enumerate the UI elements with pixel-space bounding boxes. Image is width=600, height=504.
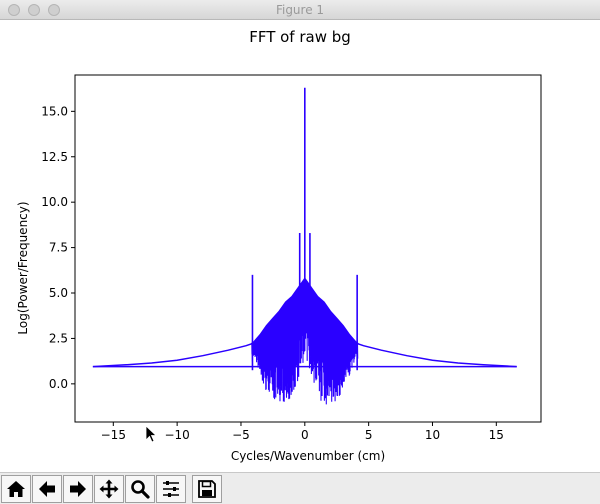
home-button[interactable] (1, 475, 31, 503)
configure-subplots-button[interactable] (156, 475, 186, 503)
y-axis-label: Log(Power/Frequency) (16, 201, 30, 334)
back-button[interactable] (32, 475, 62, 503)
close-window-button[interactable] (8, 4, 20, 16)
pan-button[interactable] (94, 475, 124, 503)
pan-icon (99, 479, 119, 499)
window-title: Figure 1 (275, 3, 325, 17)
y-axis-ticks: 0.0 2.5 5.0 7.5 10.0 12.5 15.0 (41, 104, 75, 391)
window-titlebar: Figure 1 (0, 0, 600, 20)
y-tick-label: 10.0 (41, 195, 68, 209)
x-tick-label: −10 (164, 428, 189, 442)
y-tick-label: 7.5 (49, 241, 68, 255)
x-tick-label: 5 (365, 428, 373, 442)
figure-canvas[interactable]: FFT of raw bg −15 −10 −5 0 5 10 15 0.0 2.5 5.0 7.… (0, 20, 600, 472)
x-tick-label: 0 (301, 428, 309, 442)
x-axis-ticks: −15 −10 −5 0 5 10 15 (101, 422, 504, 442)
save-button[interactable] (192, 475, 222, 503)
y-tick-label: 0.0 (49, 377, 68, 391)
x-tick-label: 15 (489, 428, 504, 442)
forward-arrow-icon (70, 481, 86, 497)
plot-frame (74, 74, 542, 423)
y-tick-label: 12.5 (41, 150, 68, 164)
y-tick-label: 15.0 (41, 104, 68, 118)
navigation-toolbar (0, 472, 600, 504)
x-tick-label: 10 (425, 428, 440, 442)
y-tick-label: 2.5 (49, 331, 68, 345)
zoom-window-button[interactable] (48, 4, 60, 16)
configure-subplots-icon (163, 481, 179, 497)
fft-chart: FFT of raw bg −15 −10 −5 0 5 10 15 0.0 2.5 5.0 7.… (16, 28, 542, 463)
chart-title: FFT of raw bg (249, 28, 351, 46)
x-axis-label: Cycles/Wavenumber (cm) (231, 449, 385, 463)
x-tick-label: −15 (101, 428, 126, 442)
save-icon (198, 480, 216, 498)
minimize-window-button[interactable] (28, 4, 40, 16)
forward-button[interactable] (63, 475, 93, 503)
x-tick-label: −5 (232, 428, 250, 442)
mouse-cursor-icon (145, 425, 158, 443)
back-arrow-icon (39, 481, 55, 497)
home-icon (7, 481, 25, 497)
zoom-button[interactable] (125, 475, 155, 503)
series-group (92, 87, 517, 405)
zoom-icon (131, 480, 150, 499)
y-tick-label: 5.0 (49, 286, 68, 300)
